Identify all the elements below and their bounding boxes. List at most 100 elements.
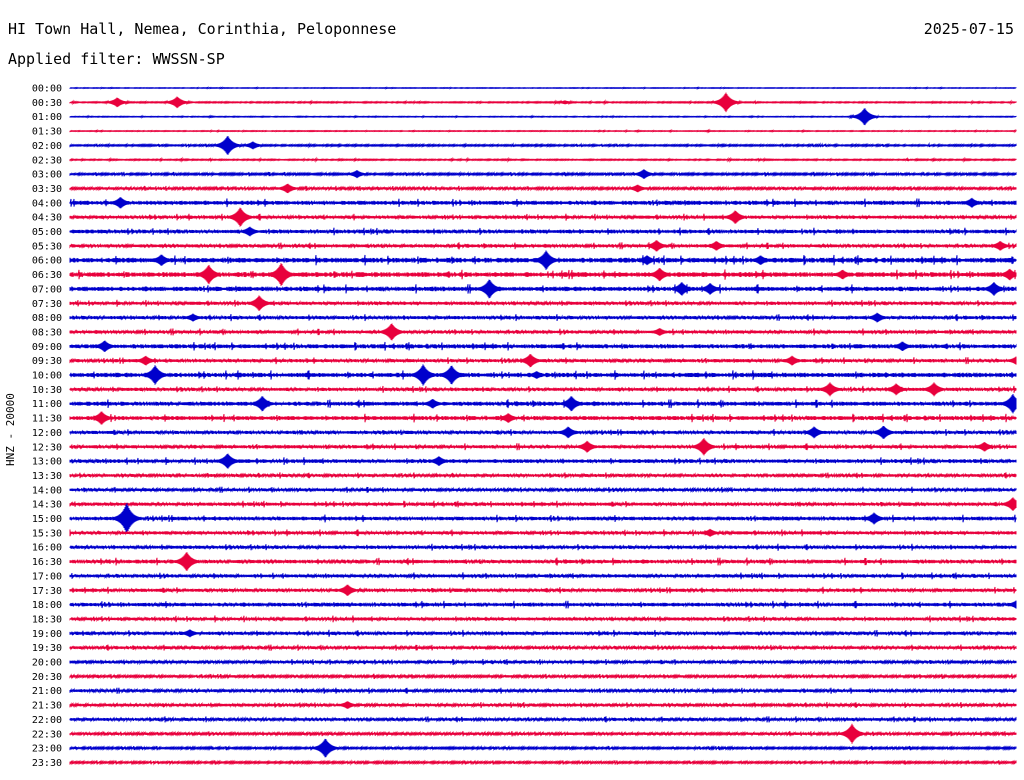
trace-row-0530 (69, 240, 1017, 252)
row-time-label: 23:30 (32, 758, 62, 769)
row-time-label: 04:30 (32, 213, 62, 224)
trace-row-1500 (69, 503, 1017, 534)
trace-row-2200 (69, 716, 1017, 723)
row-time-label: 08:00 (32, 313, 62, 324)
row-time-label: 20:30 (32, 672, 62, 683)
row-time-label: 21:00 (32, 686, 62, 697)
trace-row-0800 (69, 312, 1017, 323)
trace-row-0230 (69, 156, 1017, 163)
row-time-label: 06:00 (32, 256, 62, 267)
trace-row-0700 (69, 279, 1017, 299)
trace-row-0030 (69, 92, 1017, 113)
row-time-label: 17:00 (32, 571, 62, 582)
trace-row-0500 (69, 226, 1017, 237)
filter-label: Applied filter: WWSSN-SP (8, 50, 225, 68)
row-time-label: 19:30 (32, 643, 62, 654)
trace-row-1830 (69, 615, 1017, 623)
row-time-label: 15:30 (32, 528, 62, 539)
trace-row-0430 (69, 207, 1017, 227)
trace-row-0330 (69, 183, 1017, 194)
trace-row-2000 (69, 658, 1017, 666)
row-time-label: 07:00 (32, 284, 62, 295)
trace-row-2230 (69, 723, 1017, 744)
row-time-label: 06:30 (32, 270, 62, 281)
row-time-label: 04:00 (32, 198, 62, 209)
row-time-label: 11:30 (32, 414, 62, 425)
trace-row-1200 (69, 425, 1017, 439)
trace-row-1300 (69, 453, 1017, 469)
row-time-label: 18:00 (32, 600, 62, 611)
trace-row-2100 (69, 687, 1017, 694)
row-time-label: 09:30 (32, 356, 62, 367)
trace-row-1230 (69, 438, 1017, 456)
row-time-label: 00:30 (32, 98, 62, 109)
row-time-label: 08:30 (32, 327, 62, 338)
row-time-label: 10:30 (32, 385, 62, 396)
trace-row-0630 (69, 263, 1017, 286)
row-time-label: 07:30 (32, 299, 62, 310)
row-time-label: 03:00 (32, 170, 62, 181)
row-time-label: 09:00 (32, 342, 62, 353)
trace-row-0730 (69, 295, 1017, 312)
row-time-label: 05:00 (32, 227, 62, 238)
trace-row-1530 (69, 528, 1017, 537)
trace-row-0000 (69, 86, 1017, 90)
trace-row-1730 (69, 584, 1017, 596)
row-time-label: 13:00 (32, 457, 62, 468)
row-time-label: 22:00 (32, 715, 62, 726)
row-time-label: 23:00 (32, 744, 62, 755)
trace-row-0830 (69, 323, 1017, 341)
channel-axis-label: HNZ - 20000 (4, 393, 17, 466)
row-time-label: 11:00 (32, 399, 62, 410)
row-time-label: 22:30 (32, 729, 62, 740)
trace-row-2130 (69, 701, 1017, 709)
row-time-label: 13:30 (32, 471, 62, 482)
row-time-label: 02:30 (32, 155, 62, 166)
row-time-label: 20:00 (32, 658, 62, 669)
row-time-label: 21:30 (32, 701, 62, 712)
trace-row-1600 (69, 543, 1017, 551)
trace-row-1900 (69, 629, 1017, 638)
trace-row-0130 (69, 128, 1017, 134)
trace-row-0200 (69, 135, 1017, 155)
row-time-label: 19:00 (32, 629, 62, 640)
trace-row-1400 (69, 486, 1017, 494)
trace-row-1100 (69, 393, 1017, 414)
trace-row-1700 (69, 572, 1017, 580)
trace-row-0600 (69, 250, 1017, 270)
row-time-label: 15:00 (32, 514, 62, 525)
row-time-label: 01:30 (32, 127, 62, 138)
row-time-label: 05:30 (32, 241, 62, 252)
trace-row-0400 (69, 197, 1017, 209)
trace-row-2330 (69, 759, 1017, 766)
trace-row-0900 (69, 340, 1017, 353)
station-title: HI Town Hall, Nemea, Corinthia, Peloponn… (8, 20, 397, 38)
trace-row-2300 (69, 738, 1017, 758)
trace-row-2030 (69, 673, 1017, 680)
trace-row-1430 (69, 497, 1017, 511)
trace-row-0300 (69, 169, 1017, 180)
row-time-label: 14:00 (32, 485, 62, 496)
trace-row-1800 (69, 600, 1017, 609)
trace-row-1630 (69, 552, 1017, 571)
row-time-label: 14:30 (32, 500, 62, 511)
row-time-label: 17:30 (32, 586, 62, 597)
row-time-label: 12:30 (32, 442, 62, 453)
row-time-label: 03:30 (32, 184, 62, 195)
row-time-label: 10:00 (32, 371, 62, 382)
plot-date: 2025-07-15 (923, 20, 1014, 38)
row-time-label: 00:00 (32, 84, 62, 95)
trace-row-1030 (69, 382, 1017, 397)
trace-row-1330 (69, 472, 1017, 479)
trace-row-1130 (69, 411, 1017, 425)
row-time-label: 18:30 (32, 614, 62, 625)
trace-row-0930 (69, 354, 1017, 368)
row-time-label: 02:00 (32, 141, 62, 152)
row-time-label: 12:00 (32, 428, 62, 439)
row-time-label: 01:00 (32, 112, 62, 123)
trace-row-0100 (69, 108, 1017, 126)
trace-row-1000 (69, 364, 1017, 386)
trace-row-1930 (69, 644, 1017, 651)
